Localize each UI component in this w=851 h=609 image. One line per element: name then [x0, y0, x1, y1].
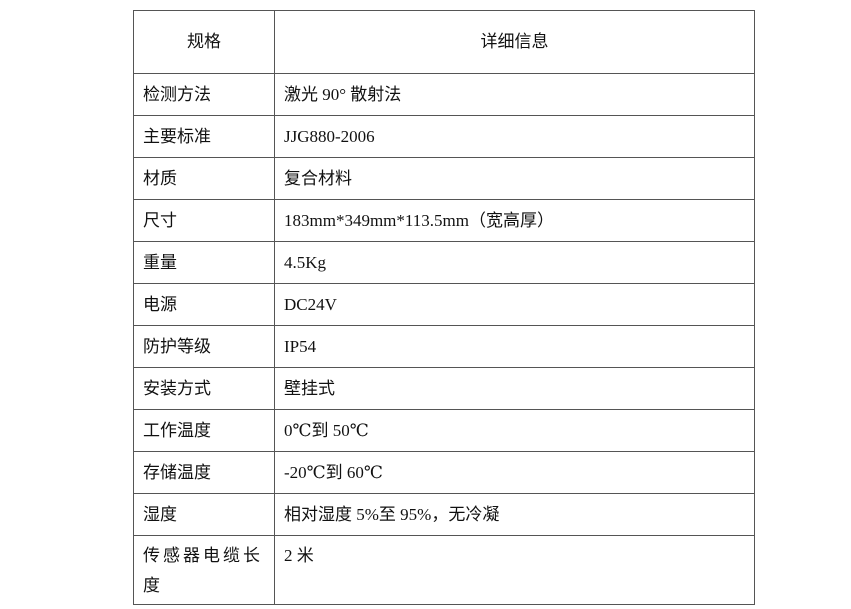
spec-value-cell: DC24V: [274, 283, 755, 326]
spec-value-cell: -20℃到 60℃: [274, 451, 755, 494]
spec-value-cell: JJG880-2006: [274, 115, 755, 158]
spec-name-cell: 存储温度: [133, 451, 275, 494]
table-row: 湿度 相对湿度 5%至 95%，无冷凝: [133, 493, 755, 536]
spec-name-cell: 尺寸: [133, 199, 275, 242]
table-row: 存储温度 -20℃到 60℃: [133, 451, 755, 494]
table-row: 防护等级 IP54: [133, 325, 755, 368]
spec-value-cell: 复合材料: [274, 157, 755, 200]
spec-value-cell: 激光 90° 散射法: [274, 73, 755, 116]
spec-name-cell: 防护等级: [133, 325, 275, 368]
table-row: 检测方法 激光 90° 散射法: [133, 73, 755, 116]
spec-value-cell: 壁挂式: [274, 367, 755, 410]
spec-name-cell: 主要标准: [133, 115, 275, 158]
spec-value-cell: IP54: [274, 325, 755, 368]
spec-name-cell: 材质: [133, 157, 275, 200]
table-row: 重量 4.5Kg: [133, 241, 755, 284]
spec-table: 规格 详细信息 检测方法 激光 90° 散射法 主要标准 JJG880-2006 材质复…: [133, 10, 755, 605]
spec-value-cell: 2 米: [274, 535, 755, 605]
spec-value-cell: 相对湿度 5%至 95%，无冷凝: [274, 493, 755, 536]
spec-name-cell: 电源: [133, 283, 275, 326]
table-row: 电源 DC24V: [133, 283, 755, 326]
spec-name-cell: 工作温度: [133, 409, 275, 452]
table-header-row: 规格 详细信息: [133, 10, 755, 74]
table-row: 主要标准 JJG880-2006: [133, 115, 755, 158]
header-details: 详细信息: [274, 10, 755, 74]
spec-name-cell: 传感器电缆长度: [133, 535, 275, 605]
spec-value-cell: 183mm*349mm*113.5mm（宽高厚）: [274, 199, 755, 242]
spec-value-cell: 0℃到 50℃: [274, 409, 755, 452]
table-row: 传感器电缆长度 2 米: [133, 535, 755, 605]
spec-name-cell: 安装方式: [133, 367, 275, 410]
spec-name-cell: 湿度: [133, 493, 275, 536]
header-spec: 规格: [133, 10, 275, 74]
spec-value-cell: 4.5Kg: [274, 241, 755, 284]
table-row: 材质 复合材料: [133, 157, 755, 200]
spec-name-cell: 检测方法: [133, 73, 275, 116]
table-row: 工作温度 0℃到 50℃: [133, 409, 755, 452]
table-row: 尺寸 183mm*349mm*113.5mm（宽高厚）: [133, 199, 755, 242]
table-row: 安装方式 壁挂式: [133, 367, 755, 410]
spec-name-cell: 重量: [133, 241, 275, 284]
